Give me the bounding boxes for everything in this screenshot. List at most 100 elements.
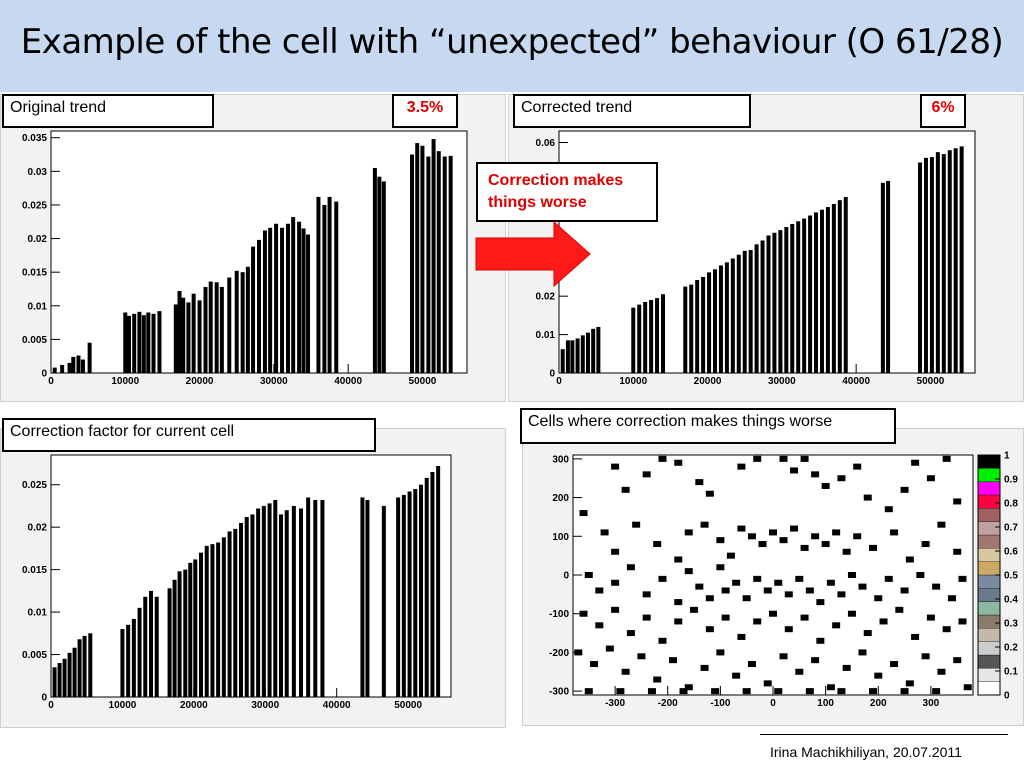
heatmap-cell [742,688,751,695]
footer-credit: Irina Machikhiliyan, 20.07.2011 [770,744,962,760]
data-bar [77,639,82,697]
footer-divider [760,734,1008,735]
y-tick-label: 0.02 [28,523,48,534]
heatmap-cell [805,587,814,594]
heatmap-cell [953,498,962,505]
heatmap-cell [611,579,620,586]
data-bar [796,221,801,373]
heatmap-cell [721,587,730,594]
heatmap-cell [732,579,741,586]
y-tick-label: 0.015 [22,565,47,576]
heatmap-cell [816,599,825,606]
colorbar-segment [977,521,1001,536]
y-tick-label: 0.005 [22,335,47,346]
heatmap-cell [616,688,625,695]
colorbar-segment [977,454,1001,469]
data-bar [197,300,202,373]
heatmap-cell [884,506,893,513]
data-bar [929,157,934,373]
colorbar-tick-label: 0.4 [1004,595,1018,606]
x-tick-label: 50000 [409,376,437,387]
x-tick-label: -100 [710,698,730,709]
colorbar-tick-label: 0.7 [1004,523,1018,534]
data-bar [204,545,209,697]
y-tick-label: 200 [552,493,569,504]
heatmap-cell [826,579,835,586]
heatmap-cell [947,595,956,602]
heatmap-cell [821,541,830,548]
data-bar [72,647,77,697]
original-trend-chart: 0 0.005 0.01 0.015 0.02 0.025 0.03 0.035 0 10000 2… [22,130,468,387]
x-tick-label: 20000 [694,376,722,387]
data-bar [67,652,72,697]
x-tick-label: 100 [817,698,834,709]
data-bar [365,500,370,697]
corrected-trend-panel: 0 0.01 0.02 0.06 0 10000 20000 30000 40000 50000 [508,94,1024,402]
x-tick-label: 20000 [180,700,208,711]
heatmap-cell [769,610,777,617]
data-bar [234,270,239,373]
heatmap-cell [779,455,788,462]
data-bar [436,151,441,373]
heatmap-cell [637,653,646,660]
title-bar [0,0,1024,92]
data-bar [52,667,57,697]
data-bar [151,313,156,373]
heatmap-cell [647,688,656,695]
x-tick-label: 50000 [917,376,945,387]
data-bar [71,356,76,373]
data-bar [60,364,65,373]
data-bar [736,254,741,373]
x-tick-label: 20000 [186,376,214,387]
correction-note: Correction makes things worse [476,162,658,222]
colorbar-tick-label: 0.9 [1004,475,1018,486]
heatmap-cell [811,533,820,540]
heatmap-cell [784,626,793,633]
colorbar-segment [977,534,1001,549]
data-bar [381,505,386,697]
x-tick-label: 0 [48,376,54,387]
data-bar [596,326,601,373]
heatmap-cell [690,606,699,613]
heatmap-cell [916,572,925,578]
data-bar [707,272,712,373]
data-bar [424,477,429,697]
data-bar [430,471,435,697]
heatmap-cell [900,587,909,594]
data-bar [837,200,842,373]
data-bar [689,284,694,373]
heatmap-cell [700,521,709,528]
colorbar-segment [977,548,1001,562]
heatmap-cell [800,544,809,551]
data-bar [87,342,92,373]
data-bar [172,579,177,697]
heatmap-cell [653,676,662,683]
data-bar [274,223,279,373]
y-tick-label: 100 [552,532,569,543]
data-bar [407,491,412,697]
x-tick-label: 10000 [619,376,647,387]
heatmap-cell [911,459,920,466]
data-bar [322,204,327,373]
data-bar [320,500,325,697]
data-bar [941,154,946,373]
heatmap-cell [737,633,746,640]
data-bar [80,359,85,373]
data-bar [661,294,665,373]
colorbar-tick-label: 0.6 [1004,547,1018,558]
data-bar [831,203,836,373]
data-bar [183,569,188,697]
heatmap-cell [669,657,677,664]
data-bar [67,362,72,373]
original-trend-panel: 0 0.005 0.01 0.015 0.02 0.025 0.03 0.035 0 10000 2… [0,94,506,402]
heatmap-cell [874,672,883,679]
data-bar [381,181,386,373]
data-bar [419,484,423,697]
data-bar [280,227,285,373]
colorbar-segment [977,481,1001,496]
heatmap-cell [674,618,683,625]
data-bar [251,246,256,373]
original-percent-badge: 3.5% [392,94,458,128]
heatmap-cell [926,475,935,482]
heatmap-cell [632,521,641,528]
